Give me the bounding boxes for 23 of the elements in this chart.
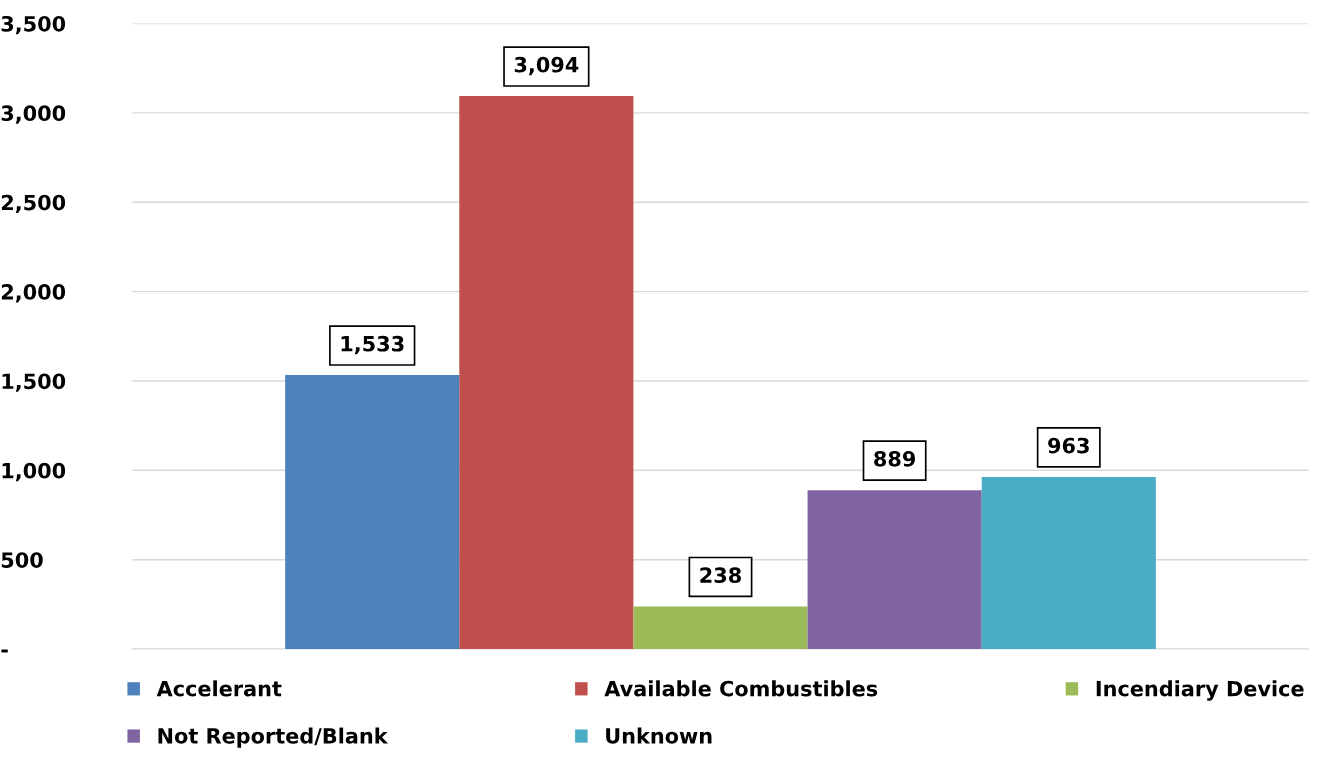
- y-tick-label: 2,000: [1, 284, 66, 303]
- y-tick-label: 3,000: [1, 105, 66, 124]
- legend-label: Available Combustibles: [604, 680, 878, 697]
- y-tick-label: 1,500: [2, 373, 66, 392]
- bar: [981, 476, 1156, 650]
- y-tick-label: 2,500: [1, 194, 66, 214]
- bar: [459, 96, 634, 650]
- y-tick-label: -: [1, 649, 8, 653]
- legend-label: Unknown: [606, 727, 712, 744]
- legend-label: Accelerant: [156, 680, 282, 697]
- data-label: 3,094: [514, 56, 579, 76]
- data-label: 238: [700, 567, 741, 584]
- legend-label: Incendiary Device: [1096, 680, 1304, 701]
- y-tick-label: 3,500: [1, 15, 66, 35]
- data-label: 963: [1048, 437, 1089, 454]
- data-label: 889: [874, 450, 916, 467]
- bar: [633, 606, 808, 650]
- bar: [285, 375, 460, 650]
- bar: [807, 490, 982, 650]
- y-tick-label: 500: [1, 552, 43, 568]
- legend-label: Not Reported/Blank: [158, 727, 388, 748]
- data-label: 1,533: [341, 335, 404, 355]
- y-tick-label: 1,000: [2, 462, 66, 482]
